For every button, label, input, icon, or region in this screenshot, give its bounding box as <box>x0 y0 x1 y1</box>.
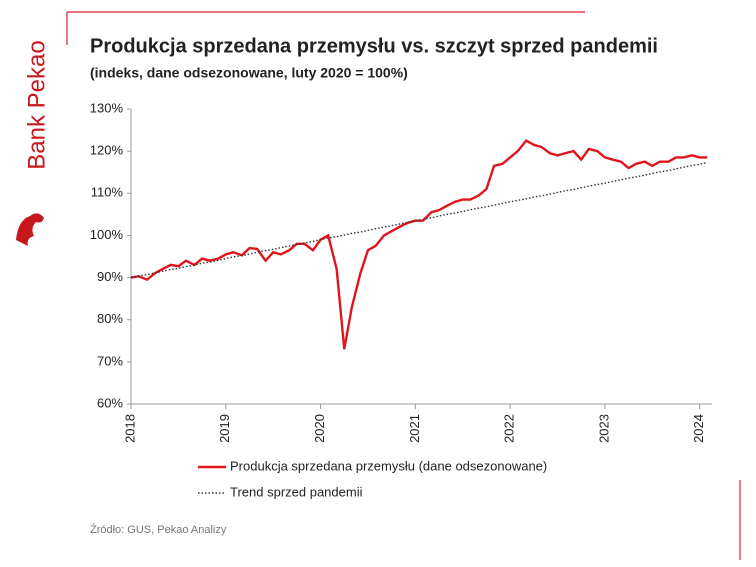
logo-icon <box>16 213 44 246</box>
logo-text: Bank Pekao <box>23 40 50 169</box>
y-tick-label: 80% <box>97 311 123 326</box>
x-tick-label: 2024 <box>691 414 706 443</box>
x-tick-label: 2022 <box>502 414 517 443</box>
legend-label: Produkcja sprzedana przemysłu (dane odse… <box>230 458 547 473</box>
x-tick-label: 2021 <box>407 414 422 443</box>
legend-label: Trend sprzed pandemii <box>230 484 363 499</box>
y-tick-label: 90% <box>97 269 123 284</box>
x-tick-label: 2023 <box>596 414 611 443</box>
y-tick-label: 100% <box>90 227 124 242</box>
x-tick-label: 2020 <box>312 414 327 443</box>
x-tick-label: 2018 <box>122 414 137 443</box>
series-line <box>130 139 708 350</box>
chart-title: Produkcja sprzedana przemysłu vs. szczyt… <box>90 35 658 57</box>
y-tick-label: 60% <box>97 395 123 410</box>
y-tick-label: 110% <box>91 185 124 200</box>
x-tick-label: 2019 <box>217 414 232 443</box>
y-tick-label: 70% <box>97 353 123 368</box>
y-tick-label: 130% <box>90 100 124 115</box>
y-tick-label: 120% <box>90 143 124 158</box>
source: Źródło: GUS, Pekao Analizy <box>90 523 227 536</box>
chart-subtitle: (indeks, dane odsezonowane, luty 2020 = … <box>90 65 408 81</box>
